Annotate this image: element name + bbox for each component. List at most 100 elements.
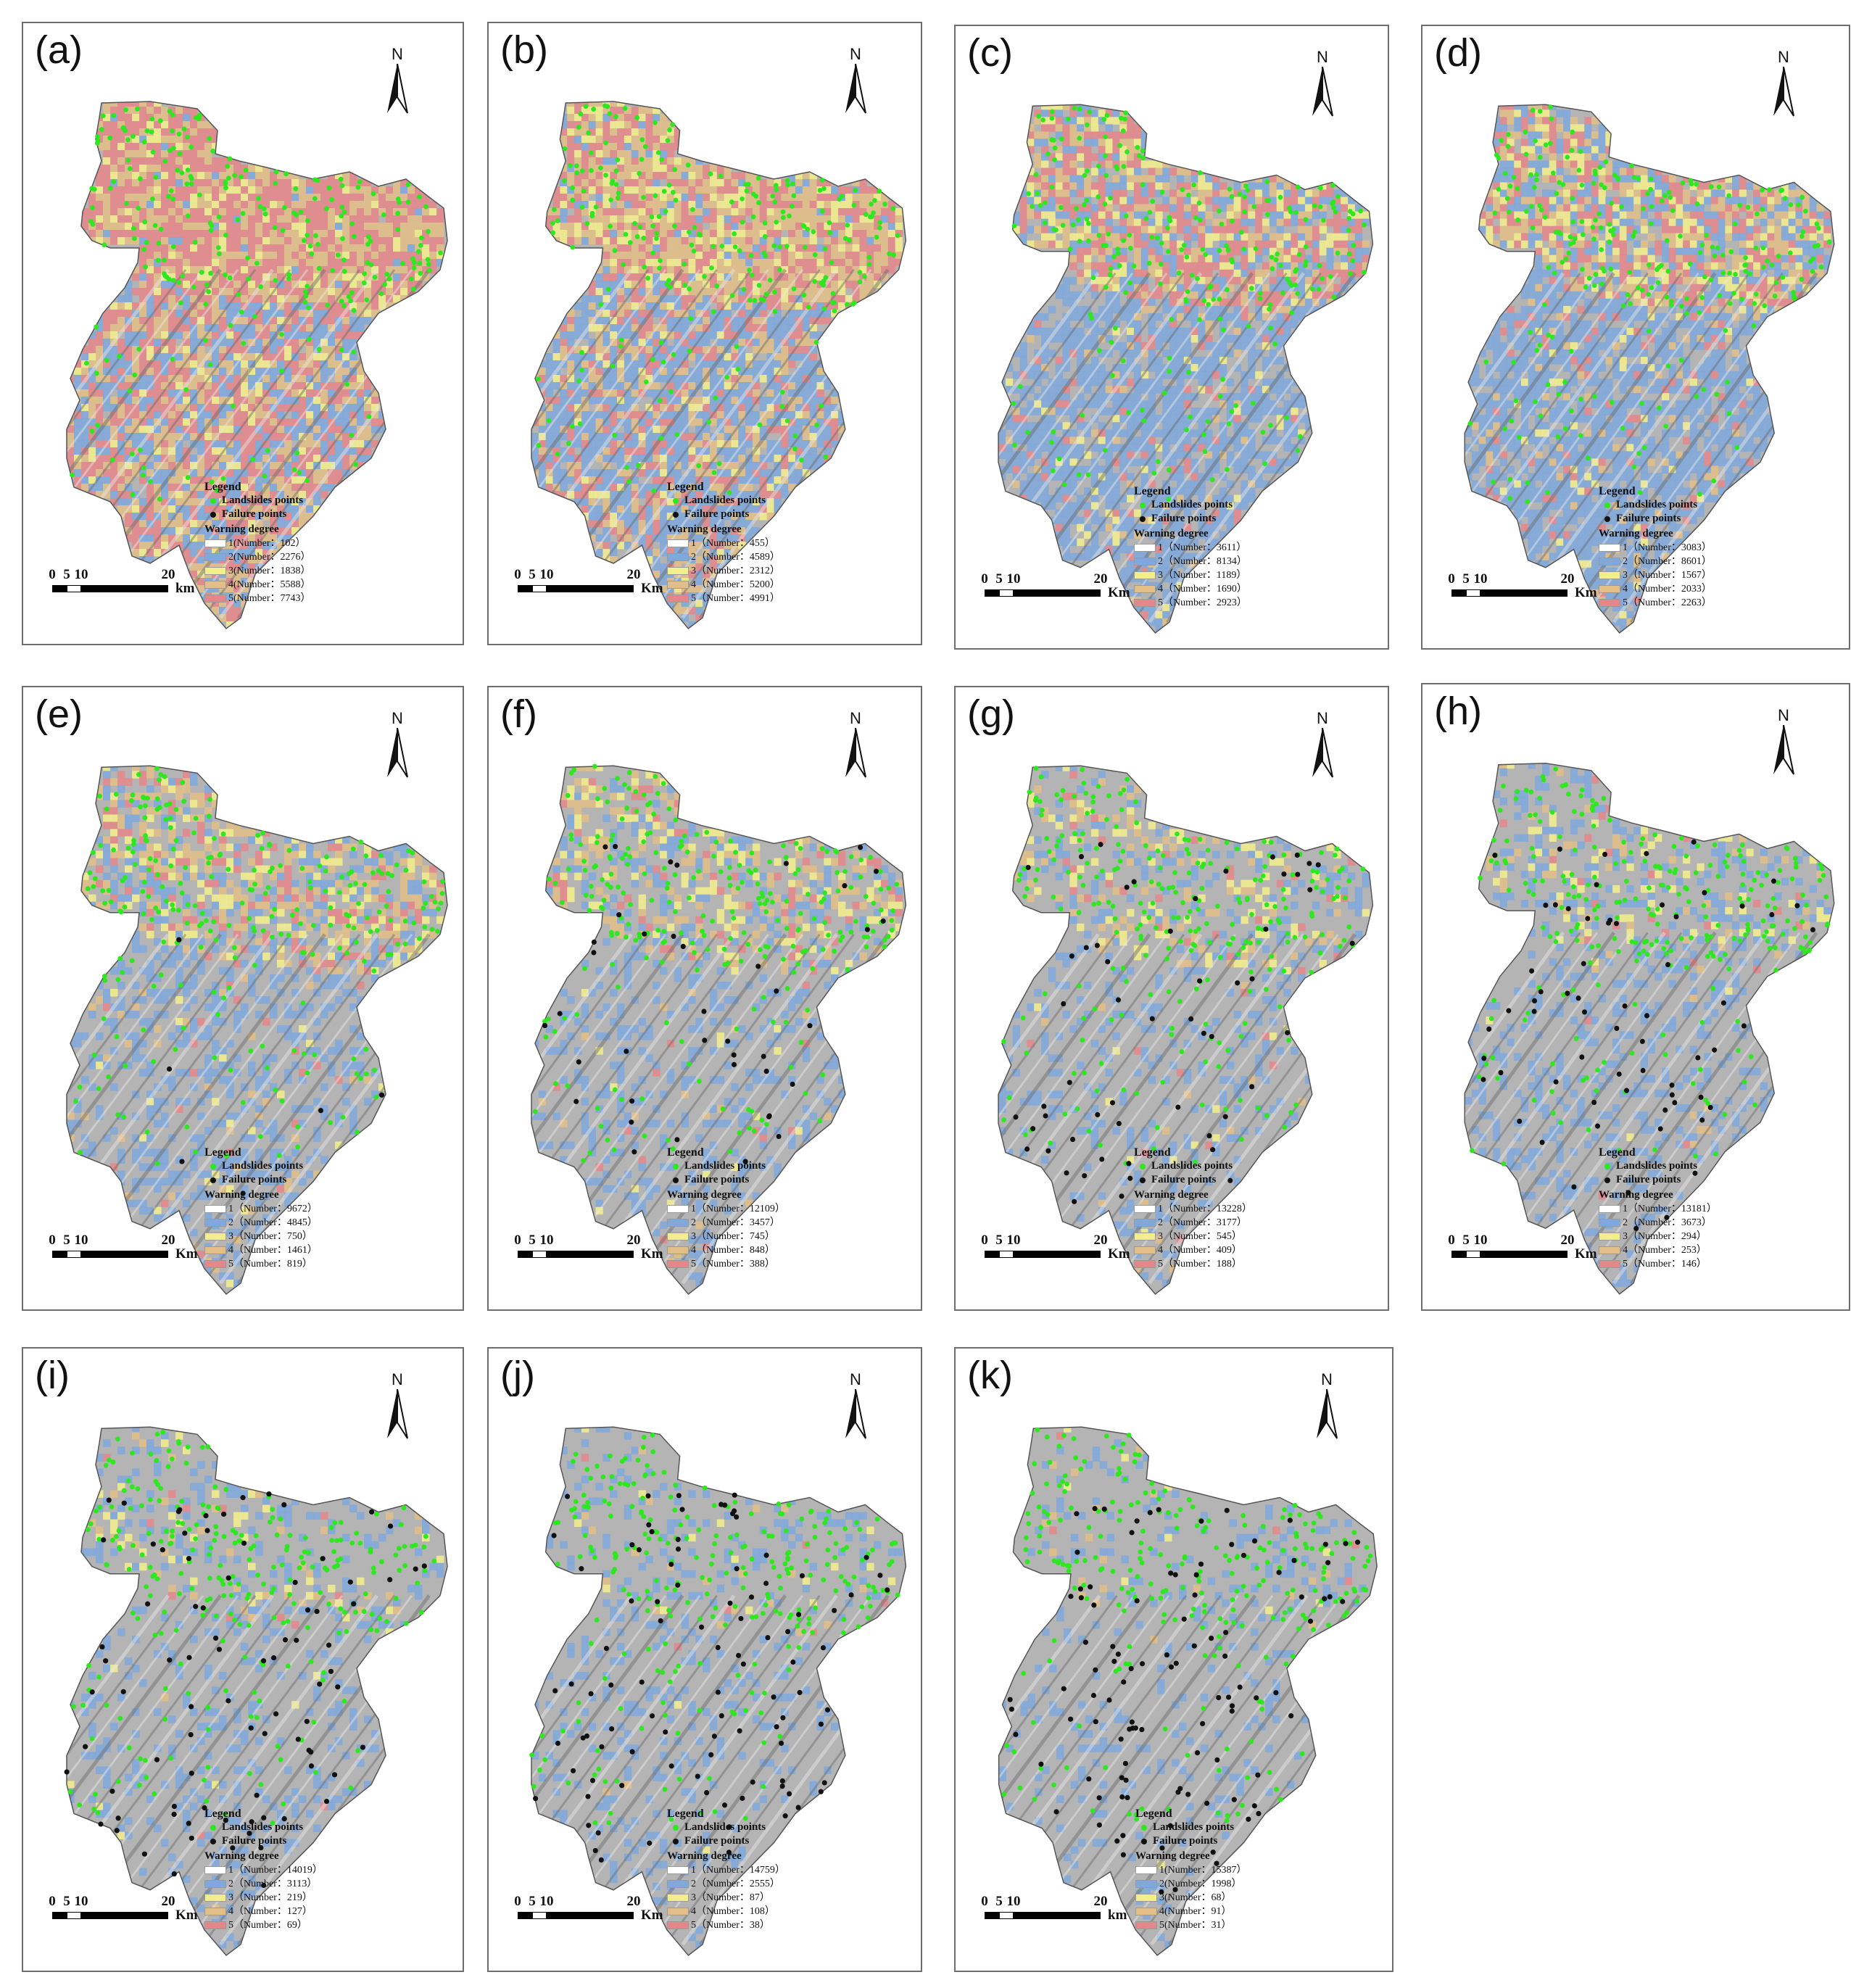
landslide-point [170, 356, 175, 362]
failure-point [779, 1740, 784, 1747]
landslide-point [1751, 323, 1757, 328]
landslide-point [1267, 966, 1272, 972]
landslide-point [1238, 1098, 1243, 1103]
landslide-point [310, 922, 316, 928]
legend-failure-row: Failure points [1599, 1173, 1717, 1187]
landslide-point [1026, 1521, 1032, 1526]
landslide-point [306, 305, 311, 310]
landslide-point [1739, 297, 1744, 302]
landslide-point [429, 894, 434, 899]
landslide-point [1647, 885, 1652, 890]
failure-point [668, 1561, 674, 1567]
legend-class-row: 1（Number：9672） [204, 1202, 318, 1216]
landslide-point [626, 921, 631, 927]
landslide-point [889, 1559, 895, 1565]
scale-tick-label: 20 [626, 1894, 641, 1909]
landslide-point [1644, 938, 1649, 944]
landslide-point [1704, 232, 1710, 238]
landslide-point [1103, 173, 1109, 178]
failure-point [261, 1815, 267, 1821]
landslide-point [308, 885, 313, 890]
landslide-point [850, 302, 856, 307]
scale-tick-label: 0 [49, 1894, 56, 1909]
failure-point [1181, 1616, 1187, 1622]
landslide-point [537, 1767, 542, 1773]
landslide-point [713, 840, 719, 845]
landslide-point [96, 1674, 102, 1680]
landslide-point [1625, 292, 1631, 297]
failure-point [182, 1531, 188, 1536]
landslide-point [1148, 1546, 1153, 1552]
landslide-point [279, 331, 284, 337]
failure-point [421, 1563, 427, 1569]
landslide-point [1570, 129, 1575, 135]
landslide-point [857, 279, 863, 285]
landslide-point [411, 265, 417, 270]
landslide-point [1693, 1154, 1698, 1159]
landslide-point [116, 1528, 122, 1533]
landslide-point [418, 235, 424, 241]
landslide-point [1058, 1517, 1063, 1523]
landslide-point [700, 913, 706, 919]
scale-bar: 0 5 10 20 Km [49, 1894, 197, 1923]
landslide-point [312, 1052, 318, 1058]
landslide-point [856, 1624, 861, 1630]
landslide-point [1224, 1818, 1230, 1823]
scale-tick-label: 0 [514, 1894, 521, 1909]
failure-point [220, 1511, 227, 1517]
landslide-point [269, 1590, 275, 1595]
landslide-point [863, 212, 869, 218]
landslide-point [579, 204, 585, 210]
failure-point [1090, 1692, 1097, 1699]
landslide-point [1596, 943, 1601, 948]
landslide-point [1121, 965, 1126, 971]
north-arrow: N [376, 45, 419, 117]
landslide-point [684, 1515, 690, 1520]
landslide-point [1104, 816, 1109, 822]
landslide-point [1314, 885, 1319, 890]
landslide-point [1172, 870, 1177, 876]
landslide-point [1743, 268, 1748, 274]
landslide-point [890, 908, 895, 914]
landslide-point [1051, 1638, 1057, 1644]
failure-point [820, 1645, 827, 1651]
landslide-point [1151, 1489, 1156, 1494]
north-arrow-icon [845, 1389, 866, 1439]
landslide-point [143, 264, 149, 270]
landslide-point [1537, 795, 1542, 801]
landslide-point [550, 220, 555, 226]
landslide-point [179, 170, 185, 175]
landslide-point [1133, 1812, 1139, 1818]
landslide-point [1077, 239, 1082, 244]
landslide-point [1569, 148, 1575, 153]
landslide-point [1147, 210, 1153, 215]
landslide-point [438, 250, 443, 256]
failure-point [1270, 854, 1275, 860]
landslide-point [673, 197, 679, 203]
landslide-point [555, 451, 560, 457]
landslide-point [1303, 262, 1308, 268]
failure-point [708, 1752, 714, 1757]
panel-label: (i) [35, 1354, 70, 1397]
landslide-point [1787, 250, 1793, 256]
landslide-point [326, 1601, 332, 1607]
landslide-point [352, 233, 357, 239]
failure-point [1013, 1114, 1019, 1120]
landslide-point [439, 890, 445, 896]
landslide-point [608, 1453, 613, 1459]
landslide-point [1150, 199, 1156, 204]
landslide-point [1755, 211, 1760, 217]
landslide-point [278, 368, 284, 373]
landslide-point [368, 262, 374, 268]
failure-point [726, 1850, 732, 1855]
landslide-point [1611, 227, 1616, 232]
landslide-point [1528, 329, 1533, 335]
failure-point [1116, 1121, 1122, 1127]
north-letter: N [392, 1370, 403, 1388]
landslide-point [766, 1595, 771, 1601]
landslide-point [1283, 1661, 1289, 1667]
landslide-point [1206, 285, 1212, 291]
landslide-point [573, 1499, 579, 1504]
scale-tick-label: 10 [74, 567, 88, 582]
scale-ticks: 0 5 10 20 [514, 1894, 663, 1910]
